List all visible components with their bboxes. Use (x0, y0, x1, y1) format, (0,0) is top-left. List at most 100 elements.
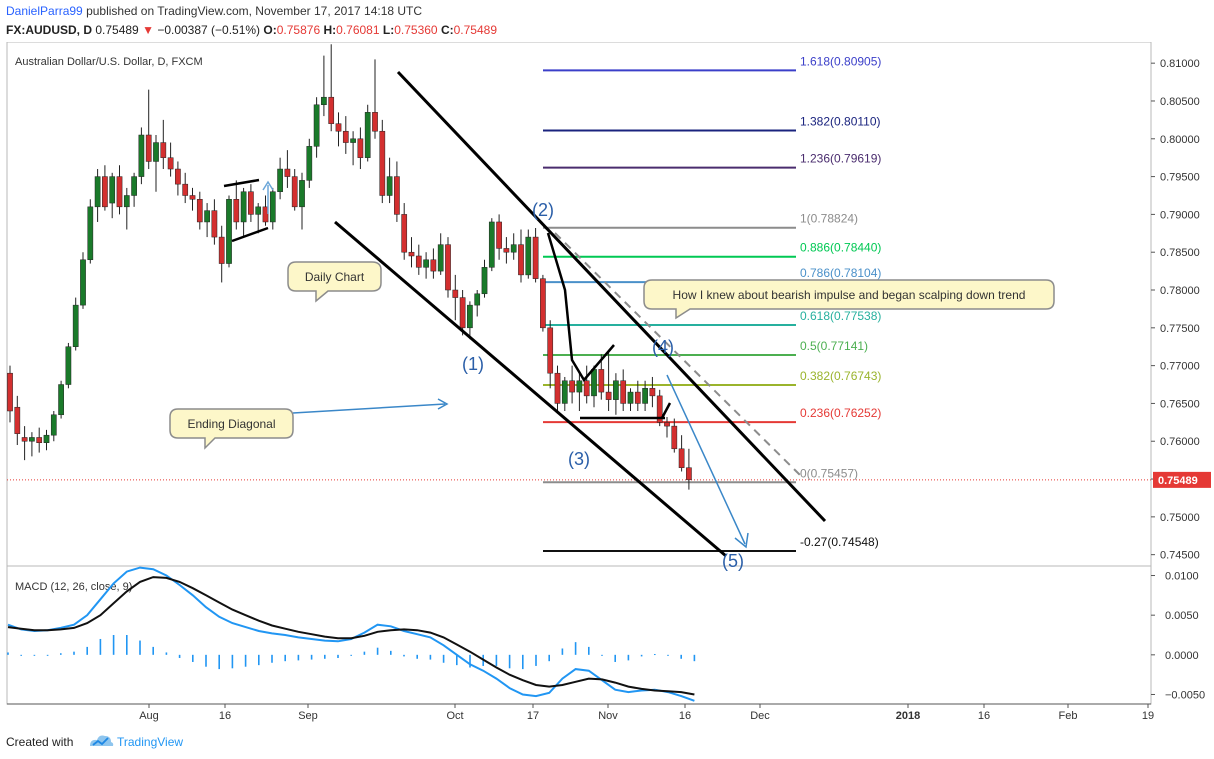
candle-body (196, 199, 203, 223)
candle-body (262, 206, 269, 223)
macd-histogram-bar (495, 654, 498, 666)
time-tick-label: 16 (978, 710, 990, 722)
macd-histogram-bar (667, 654, 669, 656)
callout-daily-chart[interactable]: Daily Chart (287, 261, 382, 303)
candle-body (189, 195, 196, 200)
candle-body (109, 176, 116, 204)
macd-histogram-bar (20, 654, 22, 656)
candle-body (175, 168, 181, 185)
candle-body (94, 176, 101, 208)
flag-upper-line[interactable] (223, 178, 260, 188)
time-tick-label: Dec (750, 710, 770, 722)
candle-body (386, 176, 393, 196)
candle-body (357, 138, 364, 158)
macd-histogram-bar (601, 654, 603, 656)
price-tick-label: 0.80500 (1160, 96, 1200, 108)
tick-line[interactable] (660, 402, 672, 419)
candle-body (240, 191, 247, 223)
arrow-down-icon (734, 532, 749, 549)
high-label: H: (323, 23, 337, 37)
drawings[interactable] (223, 70, 827, 558)
close-label: C: (440, 23, 454, 37)
author-link[interactable]: DanielParra99 (6, 4, 83, 18)
candle-body (620, 380, 627, 404)
macd-histogram-bar (192, 654, 194, 662)
macd-histogram-bar (535, 654, 537, 666)
candle-body (65, 346, 72, 385)
fib-level-label: 1.382(0.80110) (800, 114, 881, 128)
channel-lower-line[interactable] (334, 220, 727, 558)
time-tick-label: Oct (446, 710, 463, 722)
projection-arrow (666, 374, 746, 545)
candle-body (21, 437, 28, 442)
macd-indicator (7, 566, 696, 702)
candle-body (686, 467, 692, 481)
candle-body (379, 130, 386, 196)
time-tick-label: Sep (298, 710, 318, 722)
tradingview-logo-icon[interactable] (88, 732, 114, 750)
candle-body (474, 293, 481, 306)
candle-body (452, 289, 459, 298)
macd-histogram-bar (99, 638, 102, 655)
macd-histogram-bar (376, 647, 379, 655)
last-price-tag: 0.75489 (1153, 471, 1211, 488)
flag-lower-line[interactable] (231, 226, 269, 243)
candle-body (605, 391, 612, 400)
candle-body (87, 206, 94, 261)
macd-histogram-bar (614, 654, 616, 662)
candle-body (554, 372, 561, 404)
candle-body (656, 395, 663, 423)
candle-body (160, 142, 167, 158)
chart-title: Australian Dollar/U.S. Dollar, D, FXCM (15, 56, 203, 68)
candle-body (569, 380, 575, 393)
dashed-trend-line[interactable] (554, 232, 801, 476)
candle-body (306, 146, 313, 181)
macd-histogram-bar (337, 654, 339, 658)
candle-body (313, 104, 320, 147)
candle-body (291, 176, 298, 208)
callout-impulse-text: How I knew about bearish impulse and beg… (673, 288, 1026, 302)
candle-body (481, 267, 488, 295)
macd-histogram-bar (693, 654, 696, 662)
low-label: L: (382, 23, 395, 37)
price-tick-label: 0.74500 (1160, 550, 1200, 562)
down-arrow-icon: ▼ (142, 23, 154, 37)
fib-level-label: 0.5(0.77141) (800, 339, 868, 353)
candle-body (401, 214, 408, 253)
candle-body (364, 112, 371, 158)
candle-body (540, 278, 546, 329)
candle-body (350, 138, 356, 143)
callout-ending-diagonal[interactable]: Ending Diagonal (169, 408, 294, 450)
time-tick-label: Aug (139, 710, 159, 722)
callout-impulse[interactable]: How I knew about bearish impulse and beg… (643, 279, 1055, 320)
candle-body (131, 176, 137, 196)
macd-histogram-bar (205, 654, 207, 667)
macd-histogram-bar (654, 654, 656, 656)
macd-tick-label: 0.0050 (1165, 610, 1199, 622)
macd-histogram-bar (561, 648, 564, 655)
candle-body (321, 96, 327, 106)
macd-histogram-bar (112, 635, 115, 655)
channel-upper-line[interactable] (396, 70, 827, 523)
open-label: O: (263, 23, 277, 37)
last-price: 0.75489 (95, 23, 139, 37)
candle-body (50, 414, 57, 436)
candle-body (671, 425, 678, 450)
wave-label-2: (2) (532, 200, 554, 220)
fib-level-label: 0.236(0.76252) (800, 406, 881, 420)
candle-body (547, 327, 554, 374)
macd-title: MACD (12, 26, close, 9) (15, 581, 132, 593)
fib-level-label: 0.886(0.78440) (800, 241, 881, 255)
candle-body (415, 255, 422, 268)
tradingview-brand-link[interactable]: TradingView (117, 735, 184, 749)
candle-body (598, 369, 605, 393)
chart-area[interactable]: Australian Dollar/U.S. Dollar, D, FXCM M… (0, 42, 1214, 727)
fib-level-label: -0.27(0.74548) (800, 535, 879, 549)
price-tick-label: 0.76000 (1160, 436, 1200, 448)
macd-histogram-bar (350, 654, 352, 656)
candle-body (182, 183, 189, 196)
macd-histogram-bar (548, 654, 550, 662)
wave-path[interactable] (546, 232, 615, 383)
macd-histogram-bar (403, 654, 405, 657)
arrow-right-icon (437, 398, 449, 410)
